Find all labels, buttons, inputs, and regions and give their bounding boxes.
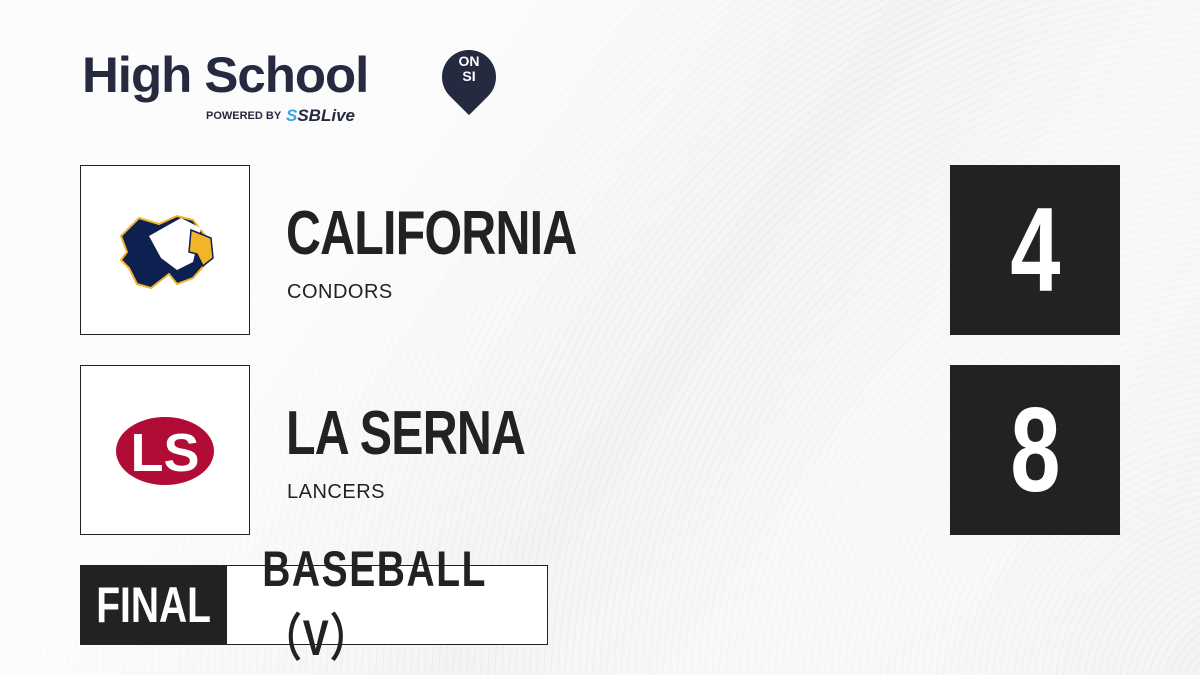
team-name-1: CALIFORNIA	[286, 199, 577, 268]
powered-by: POWERED BY	[206, 110, 282, 122]
sport-label: BASEBALL（V）	[262, 541, 488, 666]
team-score-2: 8	[950, 365, 1120, 535]
pin-text: ON SI	[458, 53, 480, 84]
game-status-bar: FINAL BASEBALL（V）	[80, 541, 548, 666]
team-logo-box-2: LS	[80, 365, 250, 535]
sblive-logo: SSBLive	[286, 106, 355, 125]
condor-logo-icon	[119, 214, 214, 290]
brand-title: High School	[82, 47, 369, 103]
ls-logo-icon: LS	[116, 417, 214, 485]
team-name-2: LA SERNA	[286, 399, 526, 468]
team-logo-box-1	[80, 165, 250, 335]
team-mascot-2: LANCERS	[287, 481, 385, 503]
final-badge: FINAL	[81, 566, 227, 644]
team-score-1: 4	[950, 165, 1120, 335]
svg-text:LS: LS	[130, 423, 199, 483]
team-mascot-1: CONDORS	[287, 281, 393, 303]
